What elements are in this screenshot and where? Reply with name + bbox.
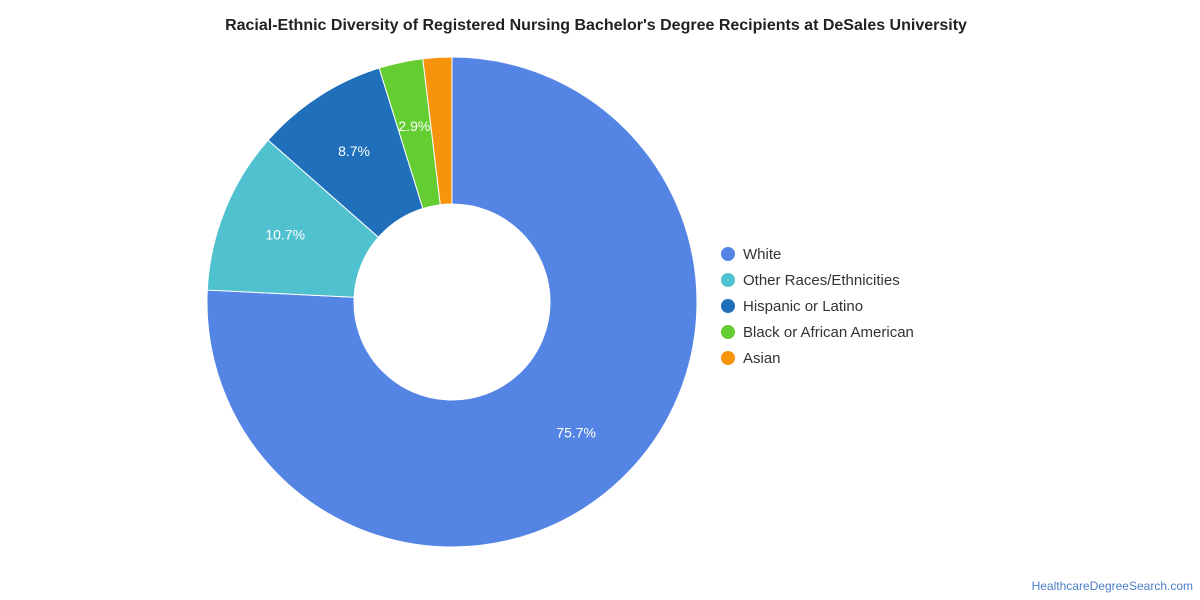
legend-item-other-races-ethnicities[interactable]: Other Races/Ethnicities <box>721 267 914 293</box>
slice-label-white: 75.7% <box>556 424 596 440</box>
legend-swatch <box>721 273 735 287</box>
slice-label-hispanic-or-latino: 8.7% <box>338 143 370 159</box>
slice-white[interactable] <box>206 56 698 548</box>
chart-title: Racial-Ethnic Diversity of Registered Nu… <box>225 17 967 34</box>
legend-item-asian[interactable]: Asian <box>721 345 914 371</box>
legend-item-white[interactable]: White <box>721 241 914 267</box>
legend-item-black-or-african-american[interactable]: Black or African American <box>721 319 914 345</box>
legend-item-hispanic-or-latino[interactable]: Hispanic or Latino <box>721 293 914 319</box>
legend-swatch <box>721 299 735 313</box>
legend-swatch <box>721 351 735 365</box>
legend-label: White <box>743 245 782 263</box>
legend-label: Asian <box>743 349 781 367</box>
legend-label: Other Races/Ethnicities <box>743 271 900 289</box>
source-link[interactable]: HealthcareDegreeSearch.com <box>1031 579 1193 593</box>
slice-label-black-or-african-american: 2.9% <box>398 118 430 134</box>
legend-label: Hispanic or Latino <box>743 297 864 315</box>
slice-other-races-ethnicities[interactable] <box>206 139 380 298</box>
legend-swatch <box>721 325 735 339</box>
legend-swatch <box>721 247 735 261</box>
chart-legend: White Other Races/Ethnicities Hispanic or … <box>721 241 914 371</box>
slice-label-other-races-ethnicities: 10.7% <box>265 226 305 242</box>
legend-label: Black or African American <box>743 323 914 341</box>
slice-asian[interactable] <box>422 56 453 206</box>
